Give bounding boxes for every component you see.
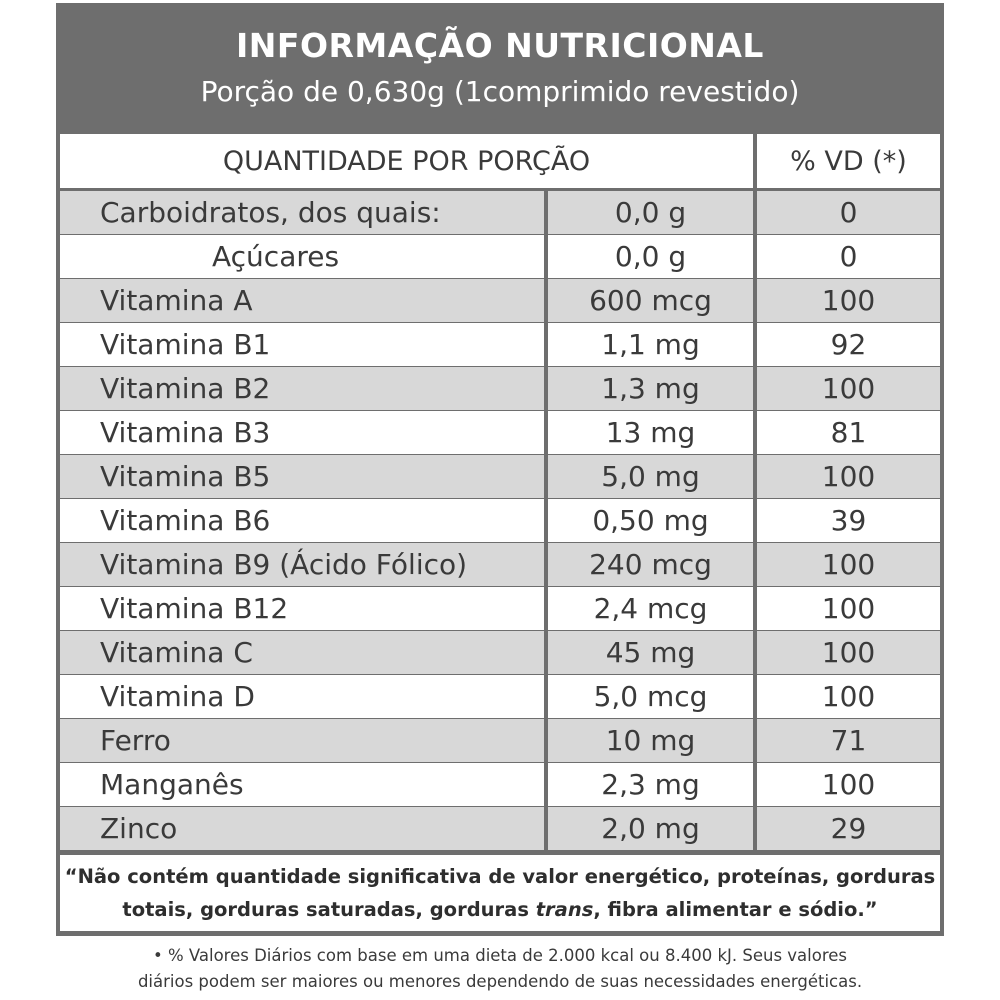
nutrient-vd: 100 <box>757 367 940 410</box>
nutrient-vd: 0 <box>757 191 940 234</box>
footnote: “Não contém quantidade significativa de … <box>60 855 940 931</box>
nutrition-facts-label: INFORMAÇÃO NUTRICIONAL Porção de 0,630g … <box>56 3 944 936</box>
nutrient-name: Vitamina B3 <box>60 411 544 454</box>
nutrient-amount: 1,1 mg <box>548 323 753 366</box>
nutrient-name: Vitamina B9 (Ácido Fólico) <box>60 543 544 586</box>
daily-values-note: • % Valores Diários com base em uma diet… <box>56 943 944 995</box>
nutrient-vd: 92 <box>757 323 940 366</box>
column-header-vd: % VD (*) <box>757 134 940 188</box>
nutrient-amount: 2,4 mcg <box>548 587 753 630</box>
nutrient-table: Carboidratos, dos quais: 0,0 g 0 Açúcares 0,… <box>60 191 940 851</box>
table-row: Vitamina B2 1,3 mg 100 <box>60 367 940 411</box>
daily-values-note-line-1: • % Valores Diários com base em uma diet… <box>152 946 848 965</box>
nutrient-vd: 0 <box>757 235 940 278</box>
nutrient-name: Vitamina B12 <box>60 587 544 630</box>
table-row: Vitamina D 5,0 mcg 100 <box>60 675 940 719</box>
nutrient-name: Vitamina B1 <box>60 323 544 366</box>
nutrient-amount: 5,0 mcg <box>548 675 753 718</box>
nutrient-name: Manganês <box>60 763 544 806</box>
nutrient-amount: 5,0 mg <box>548 455 753 498</box>
nutrient-vd: 100 <box>757 455 940 498</box>
nutrient-vd: 29 <box>757 807 940 850</box>
nutrient-vd: 100 <box>757 763 940 806</box>
table-row: Vitamina B3 13 mg 81 <box>60 411 940 455</box>
table-row: Zinco 2,0 mg 29 <box>60 807 940 851</box>
column-header-quantity: QUANTIDADE POR PORÇÃO <box>60 134 753 188</box>
footnote-line-2: totais, gorduras saturadas, gorduras tra… <box>60 893 940 926</box>
nutrient-amount: 2,3 mg <box>548 763 753 806</box>
nutrient-name: Vitamina D <box>60 675 544 718</box>
nutrient-amount: 600 mcg <box>548 279 753 322</box>
table-row: Vitamina C 45 mg 100 <box>60 631 940 675</box>
table-row: Vitamina B9 (Ácido Fólico) 240 mcg 100 <box>60 543 940 587</box>
nutrient-name: Açúcares <box>60 235 544 278</box>
nutrient-name: Vitamina B2 <box>60 367 544 410</box>
table-row: Vitamina B12 2,4 mcg 100 <box>60 587 940 631</box>
nutrient-vd: 81 <box>757 411 940 454</box>
nutrient-amount: 0,0 g <box>548 235 753 278</box>
nutrient-vd: 39 <box>757 499 940 542</box>
nutrient-vd: 100 <box>757 543 940 586</box>
nutrient-amount: 1,3 mg <box>548 367 753 410</box>
table-row: Vitamina B1 1,1 mg 92 <box>60 323 940 367</box>
nutrient-amount: 0,50 mg <box>548 499 753 542</box>
nutrient-name: Carboidratos, dos quais: <box>60 191 544 234</box>
nutrient-vd: 100 <box>757 675 940 718</box>
nutrient-amount: 0,0 g <box>548 191 753 234</box>
nutrient-name: Vitamina C <box>60 631 544 674</box>
label-title: INFORMAÇÃO NUTRICIONAL <box>236 26 764 65</box>
nutrient-name: Zinco <box>60 807 544 850</box>
nutrient-name: Vitamina B6 <box>60 499 544 542</box>
table-row: Ferro 10 mg 71 <box>60 719 940 763</box>
nutrient-name: Vitamina A <box>60 279 544 322</box>
nutrient-amount: 2,0 mg <box>548 807 753 850</box>
table-row: Vitamina B6 0,50 mg 39 <box>60 499 940 543</box>
nutrient-vd: 100 <box>757 279 940 322</box>
footnote-line-2-start: totais, gorduras saturadas, gorduras <box>122 898 536 921</box>
table-row: Manganês 2,3 mg 100 <box>60 763 940 807</box>
serving-size: Porção de 0,630g (1comprimido revestido) <box>200 75 800 108</box>
nutrient-amount: 10 mg <box>548 719 753 762</box>
nutrient-vd: 71 <box>757 719 940 762</box>
footnote-line-2-end: , fibra alimentar e sódio.” <box>593 898 878 921</box>
nutrient-amount: 13 mg <box>548 411 753 454</box>
table-row: Vitamina B5 5,0 mg 100 <box>60 455 940 499</box>
footnote-trans: trans <box>535 898 594 921</box>
label-header: INFORMAÇÃO NUTRICIONAL Porção de 0,630g … <box>56 3 944 130</box>
nutrient-name: Ferro <box>60 719 544 762</box>
footnote-line-1: “Não contém quantidade significativa de … <box>64 865 936 888</box>
nutrient-amount: 45 mg <box>548 631 753 674</box>
daily-values-note-line-2: diários podem ser maiores ou menores dep… <box>137 972 863 991</box>
nutrient-vd: 100 <box>757 587 940 630</box>
table-row: Vitamina A 600 mcg 100 <box>60 279 940 323</box>
nutrient-amount: 240 mcg <box>548 543 753 586</box>
nutrient-vd: 100 <box>757 631 940 674</box>
nutrient-name: Vitamina B5 <box>60 455 544 498</box>
